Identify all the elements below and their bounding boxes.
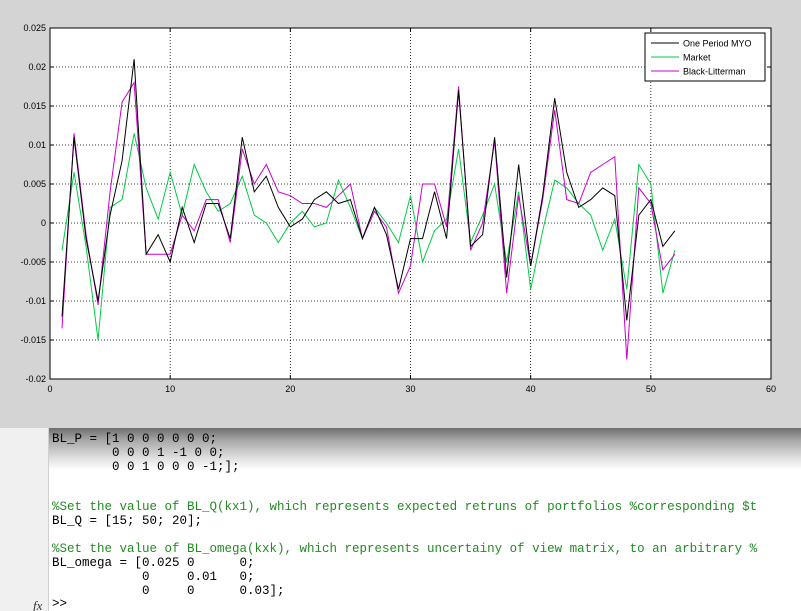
y-tick-label: 0.02 [28, 62, 46, 72]
y-tick-label: 0.015 [23, 101, 46, 111]
y-tick-label: 0.005 [23, 179, 46, 189]
legend-label: Black-Litterman [683, 67, 746, 77]
series-line-black-litterman [61, 81, 676, 360]
code-comment-line[interactable]: %Set the value of BL_Q(kx1), which repre… [52, 500, 758, 514]
y-tick-label: -0.02 [25, 374, 46, 384]
y-tick-label: -0.005 [20, 257, 46, 267]
x-tick-label: 60 [766, 384, 776, 394]
figure-window: 0 10 20 30 40 50 60 -0.02 -0.015 -0.01 -0.005 0 0.00… [0, 0, 801, 428]
code-editor[interactable]: BL_P = [1 0 0 0 0 0 0; 0 0 0 1 -1 0 0; 0… [0, 428, 801, 611]
editor-gutter [0, 428, 49, 611]
legend-label: One Period MYO [683, 39, 752, 49]
y-tick-label: 0.01 [28, 140, 46, 150]
y-tick-label: 0.025 [23, 23, 46, 33]
function-browser-icon[interactable]: fx [33, 598, 43, 611]
window-shadow [0, 428, 801, 470]
x-tick-label: 40 [526, 384, 536, 394]
x-tick-label: 10 [165, 384, 175, 394]
y-tick-label: -0.01 [25, 296, 46, 306]
code-line[interactable]: BL_omega = [0.025 0 0; [52, 556, 255, 570]
x-tick-label: 0 [47, 384, 52, 394]
code-line[interactable]: 0 0 1 0 0 0 -1;]; [52, 460, 240, 474]
legend-label: Market [683, 53, 711, 63]
command-prompt[interactable]: >> [52, 597, 68, 611]
x-tick-label: 50 [646, 384, 656, 394]
series-line-one-period-myo [61, 59, 676, 321]
x-tick-label: 20 [285, 384, 295, 394]
code-line[interactable]: 0 0 0.03]; [52, 584, 285, 598]
code-line[interactable]: BL_Q = [15; 50; 20]; [52, 514, 203, 528]
x-tick-label: 30 [405, 384, 415, 394]
code-line[interactable]: 0 0 0 1 -1 0 0; [52, 446, 225, 460]
code-line[interactable]: BL_P = [1 0 0 0 0 0 0; [52, 432, 218, 446]
y-tick-label: 0 [41, 218, 46, 228]
line-chart: 0 10 20 30 40 50 60 -0.02 -0.015 -0.01 -0.005 0 0.00… [20, 23, 776, 394]
code-comment-line[interactable]: %Set the value of BL_omega(kxk), which r… [52, 542, 758, 556]
code-line[interactable]: 0 0.01 0; [52, 570, 255, 584]
y-tick-label: -0.015 [20, 335, 46, 345]
